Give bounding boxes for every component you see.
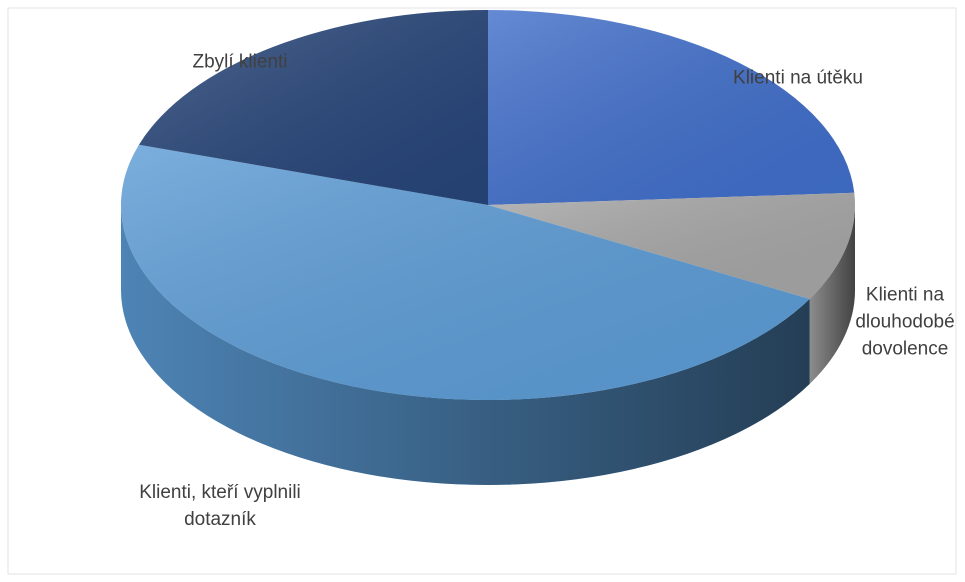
slice-label: Klienti na dlouhodobé dovolence: [855, 284, 955, 360]
slice-gloss: [488, 192, 855, 299]
slice-label: Klienti na útěku: [733, 67, 863, 89]
chart-border: [7, 7, 957, 575]
slice-gloss: [120, 144, 810, 401]
slice-side-shade: [121, 205, 810, 486]
slice-gloss: [488, 10, 855, 205]
slice-side-shade: [809, 205, 855, 384]
slice-gloss: [138, 10, 488, 205]
slice-label: Zbylí klienti: [192, 51, 288, 73]
slice-label: Klienti, kteří vyplnili dotazník: [139, 482, 301, 530]
